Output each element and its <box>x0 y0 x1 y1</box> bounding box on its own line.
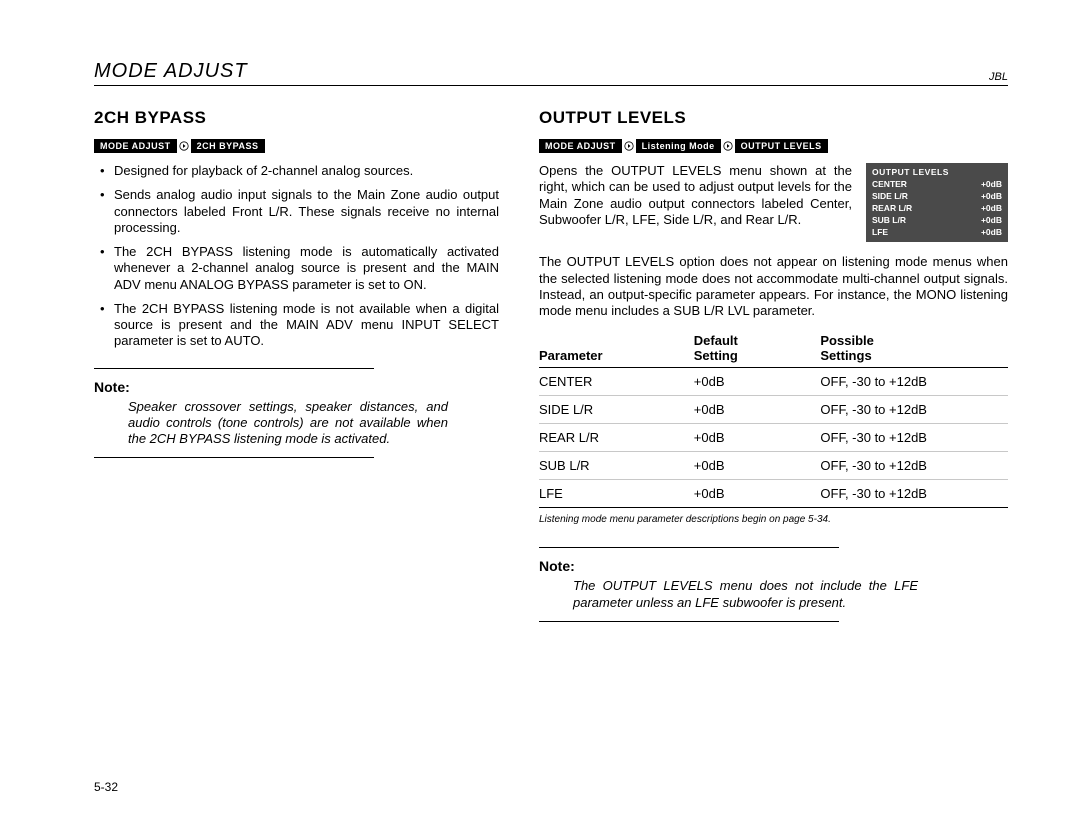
column-header-parameter: Parameter <box>539 331 694 368</box>
note-label: Note: <box>94 379 499 395</box>
chevron-right-icon <box>622 141 636 151</box>
page-title: MODE ADJUST <box>94 60 248 83</box>
table-row: LFE+0dBOFF, -30 to +12dB <box>539 480 1008 508</box>
table-row: SUB L/R+0dBOFF, -30 to +12dB <box>539 452 1008 480</box>
breadcrumb-2ch-bypass: MODE ADJUST 2CH BYPASS <box>94 139 265 153</box>
note-body: The OUTPUT LEVELS menu does not include … <box>539 578 918 611</box>
column-header-possible: PossibleSettings <box>820 331 1008 368</box>
crumb-mode-adjust: MODE ADJUST <box>94 139 177 153</box>
body-paragraph: The OUTPUT LEVELS option does not appear… <box>539 254 1008 319</box>
table-row: SIDE L/R+0dBOFF, -30 to +12dB <box>539 396 1008 424</box>
divider <box>94 457 374 458</box>
crumb-2ch-bypass: 2CH BYPASS <box>191 139 265 153</box>
menu-row: LFE+0dB <box>872 227 1002 239</box>
crumb-listening-mode: Listening Mode <box>636 139 721 153</box>
page-number: 5-32 <box>94 780 118 794</box>
parameter-table: Parameter DefaultSetting PossibleSetting… <box>539 331 1008 508</box>
divider <box>539 547 839 548</box>
output-levels-menu-screenshot: OUTPUT LEVELS CENTER+0dB SIDE L/R+0dB RE… <box>866 163 1008 242</box>
crumb-output-levels: OUTPUT LEVELS <box>735 139 828 153</box>
brand-label: JBL <box>989 71 1008 83</box>
breadcrumb-output-levels: MODE ADJUST Listening Mode OUTPUT LEVELS <box>539 139 828 153</box>
intro-paragraph: Opens the OUTPUT LEVELS menu shown at th… <box>539 163 852 242</box>
table-row: CENTER+0dBOFF, -30 to +12dB <box>539 368 1008 396</box>
note-label: Note: <box>539 558 1008 574</box>
note-body: Speaker crossover settings, speaker dist… <box>94 399 448 448</box>
note-block-left: Note: Speaker crossover settings, speake… <box>94 368 499 459</box>
bullet-item: The 2CH BYPASS listening mode is not ava… <box>94 301 499 350</box>
note-block-right: Note: The OUTPUT LEVELS menu does not in… <box>539 547 1008 622</box>
menu-title: OUTPUT LEVELS <box>872 167 1002 177</box>
chevron-right-icon <box>177 141 191 151</box>
section-heading-2ch-bypass: 2CH BYPASS <box>94 108 499 128</box>
column-header-default: DefaultSetting <box>694 331 821 368</box>
page-header: MODE ADJUST JBL <box>94 60 1008 86</box>
crumb-mode-adjust: MODE ADJUST <box>539 139 622 153</box>
bullet-item: Sends analog audio input signals to the … <box>94 187 499 236</box>
bullet-item: The 2CH BYPASS listening mode is automat… <box>94 244 499 293</box>
table-footnote: Listening mode menu parameter descriptio… <box>539 514 1008 525</box>
section-heading-output-levels: OUTPUT LEVELS <box>539 108 1008 128</box>
divider <box>94 368 374 369</box>
left-column: 2CH BYPASS MODE ADJUST 2CH BYPASS Design… <box>94 108 499 622</box>
table-row: REAR L/R+0dBOFF, -30 to +12dB <box>539 424 1008 452</box>
menu-row: CENTER+0dB <box>872 179 1002 191</box>
bullet-item: Designed for playback of 2-channel analo… <box>94 163 499 179</box>
chevron-right-icon <box>721 141 735 151</box>
menu-row: REAR L/R+0dB <box>872 203 1002 215</box>
menu-row: SUB L/R+0dB <box>872 215 1002 227</box>
right-column: OUTPUT LEVELS MODE ADJUST Listening Mode… <box>539 108 1008 622</box>
bullet-list: Designed for playback of 2-channel analo… <box>94 163 499 350</box>
divider <box>539 621 839 622</box>
menu-row: SIDE L/R+0dB <box>872 191 1002 203</box>
